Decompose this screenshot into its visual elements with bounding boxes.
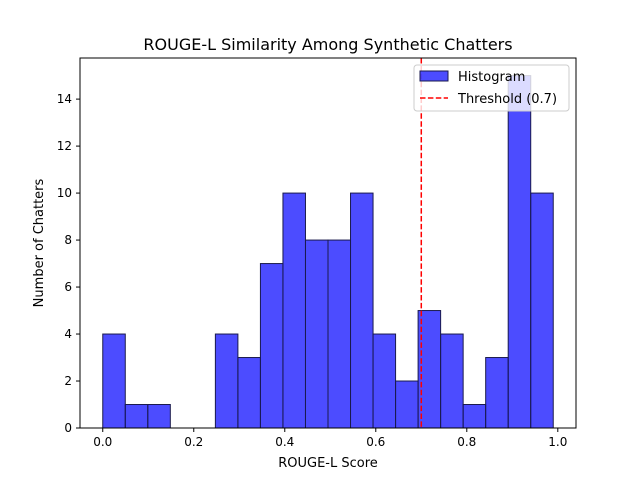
- histogram-bar: [395, 380, 419, 429]
- y-tick-label: 4: [64, 327, 72, 341]
- y-tick-label: 14: [57, 92, 72, 106]
- histogram-bar: [350, 192, 374, 429]
- histogram-bar: [259, 263, 284, 429]
- histogram-bars: [102, 75, 554, 429]
- y-tick-label: 0: [64, 421, 72, 435]
- histogram-bar: [507, 75, 532, 429]
- histogram-bar: [237, 357, 261, 429]
- x-tick-label: 1.0: [548, 435, 567, 449]
- histogram-bar: [147, 404, 171, 429]
- x-tick-label: 0.4: [275, 435, 294, 449]
- histogram-bar: [372, 333, 397, 429]
- histogram-bar: [327, 239, 352, 429]
- histogram-bar: [440, 333, 464, 429]
- x-axis-ticks: 0.0 0.2 0.4 0.6 0.8 1.0: [93, 428, 567, 449]
- y-tick-label: 12: [57, 139, 72, 153]
- x-axis-label: ROUGE-L Score: [278, 456, 378, 471]
- histogram-bar: [282, 192, 306, 429]
- histogram-bar: [485, 357, 509, 429]
- histogram-bar: [462, 404, 487, 429]
- y-axis-label: Number of Chatters: [32, 178, 47, 307]
- histogram-bar: [214, 333, 239, 429]
- x-tick-label: 0.0: [93, 435, 112, 449]
- y-tick-label: 6: [64, 280, 72, 294]
- y-tick-label: 8: [64, 233, 72, 247]
- legend-swatch-histogram: [419, 70, 449, 82]
- histogram-bar: [530, 192, 554, 429]
- legend-label-histogram: Histogram: [458, 70, 525, 85]
- legend-box: [413, 64, 570, 112]
- plot-frame: [79, 57, 577, 429]
- y-tick-label: 10: [57, 186, 72, 200]
- legend-label-threshold: Threshold (0.7): [457, 92, 557, 107]
- x-tick-label: 0.8: [457, 435, 476, 449]
- y-tick-label: 2: [64, 374, 72, 388]
- histogram-bar: [304, 239, 329, 429]
- x-tick-label: 0.2: [184, 435, 203, 449]
- x-tick-label: 0.6: [366, 435, 385, 449]
- histogram-bar: [102, 333, 126, 429]
- histogram-bar: [124, 404, 149, 429]
- chart-title: ROUGE-L Similarity Among Synthetic Chatt…: [143, 35, 512, 54]
- y-axis-ticks: 0 2 4 6 8 10 12 14: [57, 92, 80, 435]
- legend: Histogram Threshold (0.7): [413, 64, 570, 112]
